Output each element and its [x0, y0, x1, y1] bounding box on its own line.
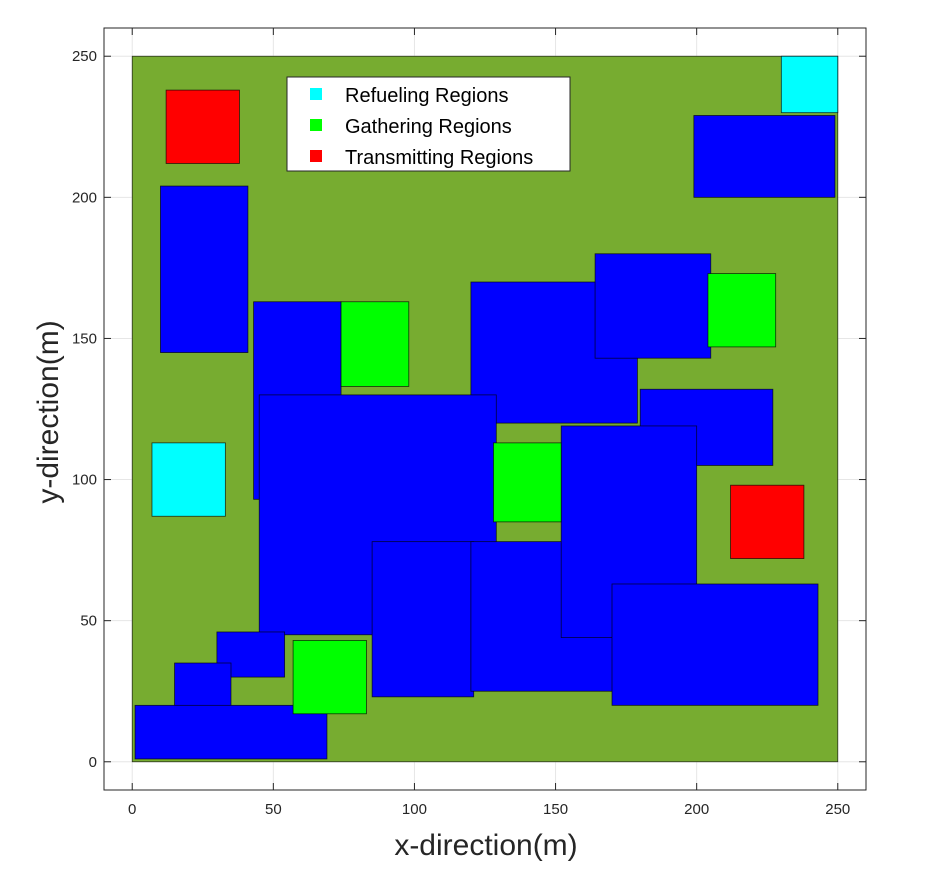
axes-box: [103, 27, 867, 791]
task-regions: [151, 55, 839, 715]
obstacle-13: [134, 704, 328, 760]
x-tick-label-2: 100: [402, 801, 427, 818]
tick-labels: 0 50 100 150 200 250 0 50 100 150 200 250: [72, 48, 850, 818]
gathering-region-1: [707, 273, 777, 348]
legend: Refueling Regions Gathering Regions Tran…: [286, 76, 571, 172]
obstacle-1: [160, 185, 249, 353]
y-axis-label: y-direction(m): [32, 320, 65, 503]
gathering-region-3: [292, 640, 367, 715]
legend-label-transmitting: Transmitting Regions: [345, 147, 533, 169]
obstacle-4: [594, 253, 712, 359]
obstacle-10: [611, 583, 819, 706]
legend-swatch-refueling: [310, 88, 322, 100]
x-tick-label-1: 50: [265, 801, 282, 818]
legend-swatch-transmitting: [310, 150, 322, 162]
y-tick-label-3: 150: [72, 330, 97, 347]
y-tick-label-5: 250: [72, 48, 97, 65]
legend-label-gathering: Gathering Regions: [345, 116, 512, 138]
x-tick-label-0: 0: [128, 801, 136, 818]
gathering-region-0: [340, 301, 410, 387]
x-tick-label-4: 200: [684, 801, 709, 818]
gathering-region-2: [493, 442, 562, 523]
y-tick-label-0: 0: [89, 754, 97, 771]
legend-label-refueling: Refueling Regions: [345, 85, 508, 107]
transmitting-region-0: [165, 89, 240, 164]
x-tick-label-5: 250: [825, 801, 850, 818]
obstacle-7: [371, 541, 475, 698]
refueling-region-0: [780, 55, 839, 114]
legend-box: [286, 76, 571, 172]
axes: [103, 27, 867, 791]
x-tick-label-3: 150: [543, 801, 568, 818]
y-tick-label-2: 100: [72, 472, 97, 489]
transmitting-region-1: [730, 484, 805, 559]
refueling-region-1: [151, 442, 226, 517]
obstacles: [134, 115, 836, 760]
legend-swatch-gathering: [310, 119, 322, 131]
y-tick-label-1: 50: [80, 613, 97, 630]
y-tick-label-4: 200: [72, 189, 97, 206]
obstacle-0: [693, 115, 836, 198]
x-axis-label: x-direction(m): [394, 829, 577, 862]
